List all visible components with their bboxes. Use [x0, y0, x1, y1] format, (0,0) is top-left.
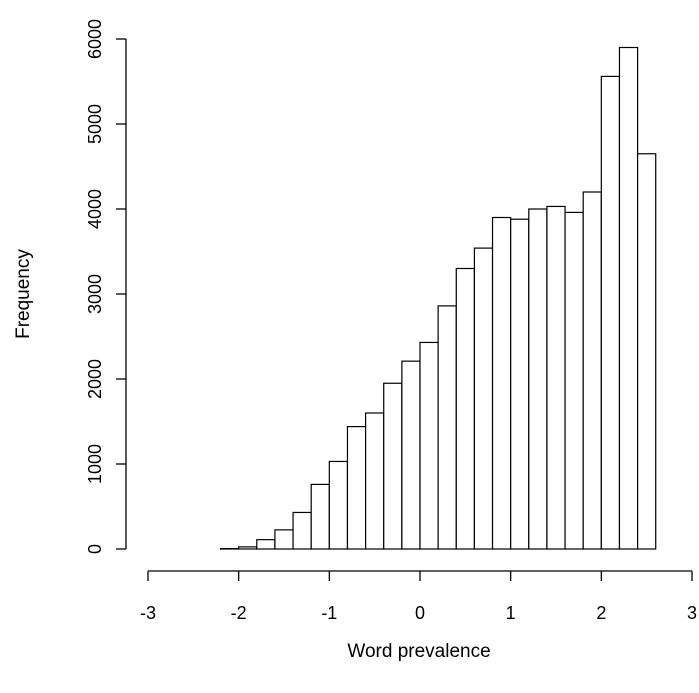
- x-tick-label: -2: [231, 603, 247, 623]
- y-tick-label: 3000: [85, 274, 105, 314]
- y-tick-label: 6000: [85, 19, 105, 59]
- bars-layer: [219, 46, 657, 550]
- histogram-bar: [437, 305, 457, 550]
- histogram-bar: [546, 205, 566, 550]
- histogram-bar: [510, 218, 530, 550]
- histogram-bar: [600, 75, 621, 550]
- histogram-bar: [292, 511, 312, 550]
- y-axis-title: Frequency: [13, 249, 34, 339]
- x-tick-label: 2: [596, 603, 606, 623]
- x-tick-label: 1: [506, 603, 516, 623]
- y-tick-label: 4000: [85, 189, 105, 229]
- y-tick-label: 0: [85, 544, 105, 554]
- x-tick-label: -3: [140, 603, 156, 623]
- x-tick-label: 0: [415, 603, 425, 623]
- histogram-bar: [274, 529, 294, 550]
- x-tick-label: 3: [687, 603, 697, 623]
- histogram-bar: [419, 341, 439, 550]
- histogram-bar: [582, 191, 602, 550]
- histogram-bar: [310, 483, 330, 550]
- y-tick-label: 1000: [85, 444, 105, 484]
- y-axis: 0 1000 2000 3000 4000 5000 6000: [85, 19, 127, 554]
- histogram-bar: [618, 46, 639, 550]
- histogram-bar: [328, 460, 349, 550]
- histogram-bar: [365, 412, 385, 550]
- x-axis: -3 -2 -1 0 1 2 3: [140, 570, 697, 623]
- histogram-bar: [401, 360, 421, 550]
- histogram-bar: [491, 216, 512, 550]
- x-tick-label: -1: [321, 603, 337, 623]
- histogram-bar: [455, 267, 475, 550]
- histogram-bar: [346, 426, 367, 550]
- histogram-bar: [636, 153, 657, 550]
- histogram-bar: [238, 546, 258, 550]
- histogram-bar: [528, 208, 548, 550]
- y-tick-label: 5000: [85, 104, 105, 144]
- histogram-bar: [256, 539, 276, 550]
- histogram-bar: [473, 247, 494, 550]
- x-axis-title: Word prevalence: [347, 641, 490, 662]
- y-tick-label: 2000: [85, 359, 105, 399]
- histogram-bar: [383, 382, 403, 550]
- histogram-bar: [564, 211, 584, 550]
